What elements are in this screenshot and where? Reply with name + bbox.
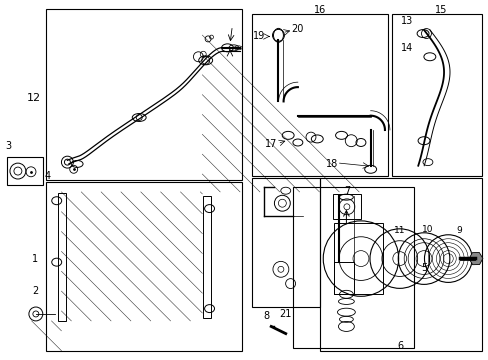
Text: 20: 20 bbox=[291, 24, 304, 34]
Bar bbox=[251, 178, 319, 307]
Text: 18: 18 bbox=[325, 159, 337, 169]
Bar bbox=[334, 223, 382, 294]
Text: 17: 17 bbox=[264, 139, 277, 149]
Text: 4: 4 bbox=[45, 171, 51, 181]
Text: 19: 19 bbox=[252, 31, 264, 41]
Text: 10: 10 bbox=[421, 225, 433, 234]
Bar bbox=[45, 182, 242, 351]
Text: 2: 2 bbox=[32, 286, 38, 296]
Text: 12: 12 bbox=[26, 93, 41, 103]
Bar bbox=[332, 194, 360, 219]
Text: 3: 3 bbox=[5, 141, 11, 151]
Bar bbox=[58, 193, 65, 321]
Text: 13: 13 bbox=[400, 16, 412, 26]
Bar bbox=[292, 187, 413, 348]
Bar bbox=[7, 157, 43, 185]
Text: 5: 5 bbox=[420, 262, 427, 273]
Text: 8: 8 bbox=[263, 311, 269, 321]
Bar bbox=[319, 178, 481, 351]
Text: 7: 7 bbox=[343, 186, 349, 196]
Text: 14: 14 bbox=[400, 43, 412, 53]
Text: 15: 15 bbox=[434, 5, 447, 15]
Bar bbox=[45, 9, 242, 180]
Text: 6: 6 bbox=[397, 341, 403, 351]
Bar bbox=[251, 14, 387, 176]
Bar bbox=[203, 196, 211, 318]
Text: 9: 9 bbox=[455, 225, 461, 234]
Bar bbox=[392, 14, 481, 176]
Text: 11: 11 bbox=[393, 225, 405, 234]
Text: 16: 16 bbox=[313, 5, 325, 15]
Text: 21: 21 bbox=[279, 309, 291, 319]
Text: 1: 1 bbox=[32, 253, 38, 264]
Bar bbox=[334, 262, 353, 294]
